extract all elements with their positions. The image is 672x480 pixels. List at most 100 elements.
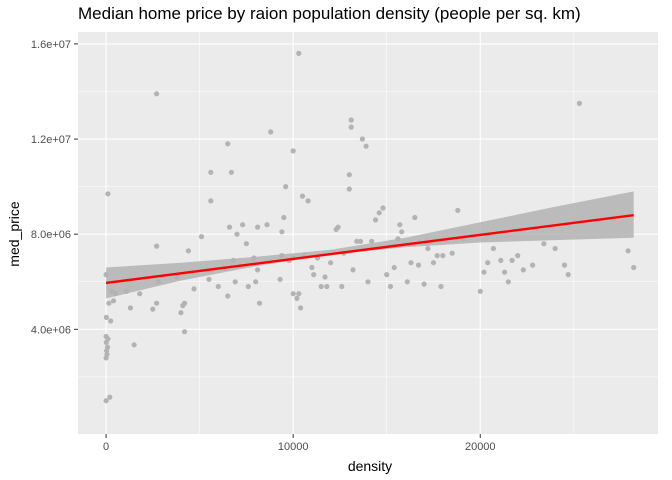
- data-point: [127, 305, 133, 311]
- data-point: [106, 300, 112, 306]
- data-point: [124, 288, 130, 294]
- x-axis-ticks: 0 10000 20000: [103, 434, 496, 453]
- data-point: [625, 248, 631, 254]
- data-point: [455, 207, 461, 213]
- data-point: [384, 272, 390, 278]
- data-point: [154, 243, 160, 249]
- y-tick-label: 1.6e+07: [31, 39, 71, 51]
- data-point: [565, 272, 571, 278]
- data-point: [376, 210, 382, 216]
- y-tick-label: 1.2e+07: [31, 134, 71, 146]
- data-point: [357, 238, 364, 244]
- data-point: [103, 333, 109, 340]
- data-point: [232, 279, 238, 285]
- data-point: [182, 300, 188, 306]
- data-point: [415, 262, 422, 268]
- data-point: [185, 248, 191, 254]
- data-point: [105, 191, 111, 197]
- data-point: [137, 291, 143, 297]
- data-point: [174, 274, 180, 280]
- data-point: [339, 283, 345, 290]
- data-points: [103, 50, 637, 404]
- data-point: [255, 267, 261, 273]
- data-point: [434, 253, 440, 259]
- y-axis-ticks: 4.0e+06 8.0e+06 1.2e+07 1.6e+07: [31, 39, 78, 336]
- data-point: [255, 224, 261, 230]
- data-point: [253, 279, 259, 285]
- data-point: [256, 300, 263, 306]
- data-point: [110, 298, 117, 304]
- fit-line-layer: [105, 213, 634, 285]
- regression-line: [105, 213, 634, 285]
- data-point: [150, 306, 156, 312]
- data-point: [481, 269, 487, 275]
- data-point: [530, 262, 536, 268]
- data-point: [226, 224, 233, 230]
- data-point: [485, 260, 491, 266]
- y-tick-label: 4.0e+06: [31, 324, 71, 336]
- data-point: [505, 279, 511, 285]
- data-point: [561, 262, 568, 268]
- data-point: [245, 283, 251, 290]
- data-point: [408, 260, 414, 266]
- data-point: [283, 184, 289, 190]
- y-tick-label: 8.0e+06: [31, 229, 71, 241]
- data-point: [541, 241, 547, 247]
- data-point: [299, 193, 306, 199]
- data-point: [155, 279, 162, 285]
- data-point: [412, 214, 418, 221]
- data-point: [234, 231, 240, 237]
- data-point: [294, 295, 300, 301]
- data-point: [365, 279, 371, 285]
- data-point: [311, 272, 317, 278]
- data-point: [281, 214, 287, 221]
- data-point: [359, 136, 365, 142]
- data-point: [215, 283, 221, 290]
- data-point: [131, 342, 137, 348]
- data-point: [328, 260, 334, 266]
- data-point: [225, 141, 231, 147]
- x-tick-label: 20000: [465, 441, 496, 453]
- data-point: [296, 291, 302, 297]
- data-point: [346, 186, 352, 192]
- data-point: [449, 250, 455, 256]
- data-point: [103, 398, 109, 404]
- y-axis-title: med_price: [6, 201, 22, 267]
- data-point: [279, 229, 285, 235]
- data-point: [324, 283, 330, 290]
- data-point: [107, 394, 113, 400]
- data-point: [477, 288, 483, 294]
- data-point: [109, 288, 115, 294]
- data-point: [502, 269, 508, 275]
- data-point: [348, 117, 354, 123]
- data-point: [208, 198, 214, 204]
- data-point: [230, 257, 236, 263]
- data-point: [391, 264, 397, 271]
- data-point: [498, 257, 504, 263]
- data-point: [631, 264, 637, 271]
- data-point: [296, 50, 302, 57]
- data-point: [112, 291, 118, 297]
- data-point: [380, 205, 386, 211]
- data-point: [103, 314, 109, 320]
- data-point: [198, 234, 205, 240]
- data-point: [309, 264, 315, 271]
- data-point: [290, 148, 296, 154]
- data-point: [268, 129, 274, 135]
- data-point: [228, 169, 234, 175]
- data-point: [318, 283, 324, 290]
- data-point: [277, 276, 283, 282]
- data-point: [208, 169, 214, 175]
- data-point: [438, 283, 444, 290]
- data-point: [363, 143, 369, 149]
- data-point: [105, 344, 111, 350]
- data-point: [335, 224, 341, 230]
- data-point: [305, 198, 311, 204]
- data-point: [264, 222, 270, 228]
- data-point: [421, 281, 427, 287]
- data-point: [108, 318, 114, 324]
- data-point: [509, 257, 515, 263]
- data-point: [225, 293, 231, 299]
- data-point: [440, 253, 446, 259]
- x-tick-label: 10000: [278, 441, 309, 453]
